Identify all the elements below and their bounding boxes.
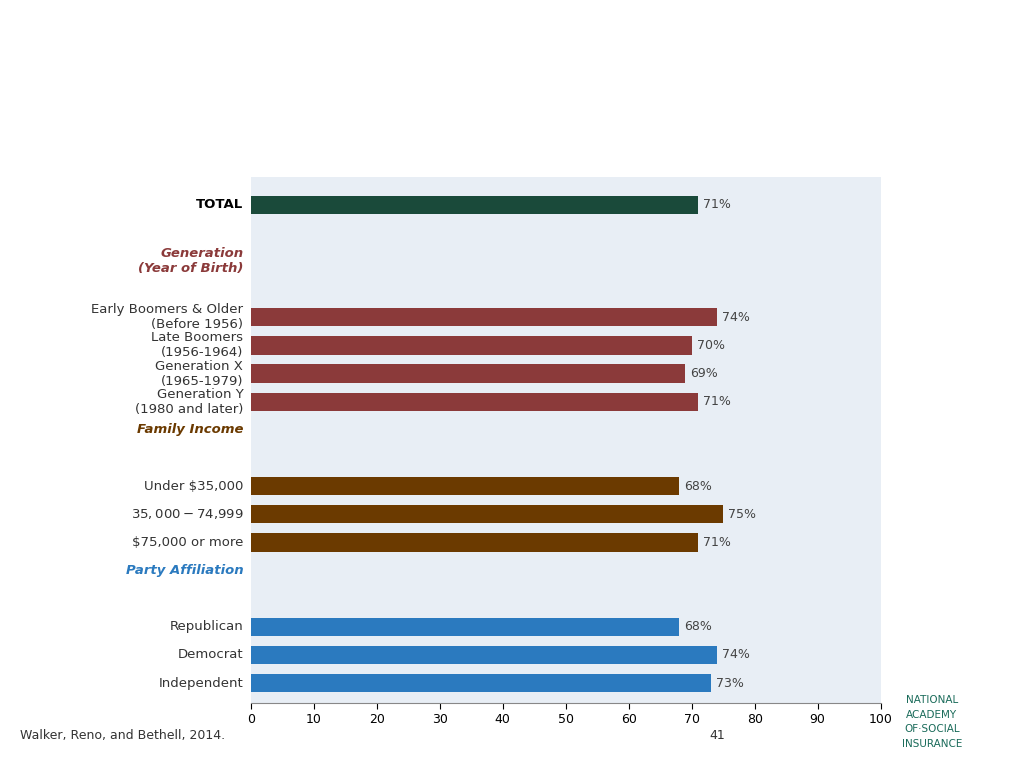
Text: 70%: 70% <box>696 339 725 352</box>
Text: Demographic Support for Package of Policy: Demographic Support for Package of Polic… <box>53 44 971 81</box>
Text: Walker, Reno, and Bethell, 2014.: Walker, Reno, and Bethell, 2014. <box>20 729 225 742</box>
Bar <box>251 336 692 355</box>
Text: 41: 41 <box>709 729 725 742</box>
Text: Generation
(Year of Birth): Generation (Year of Birth) <box>138 247 244 275</box>
Text: 71%: 71% <box>703 198 731 211</box>
Text: TOTAL: TOTAL <box>197 198 244 211</box>
Text: 73%: 73% <box>716 677 743 690</box>
Bar <box>251 646 717 664</box>
Text: Options Preferred by 71% of Americans: Options Preferred by 71% of Americans <box>97 105 927 143</box>
Text: 75%: 75% <box>728 508 757 521</box>
Text: Independent: Independent <box>159 677 244 690</box>
Text: $75,000 or more: $75,000 or more <box>132 536 244 549</box>
Text: 68%: 68% <box>684 621 712 634</box>
Text: Generation X
(1965-1979): Generation X (1965-1979) <box>156 359 244 388</box>
Text: Democrat: Democrat <box>178 648 244 661</box>
Text: 69%: 69% <box>690 367 718 380</box>
Bar <box>251 533 698 551</box>
Text: 74%: 74% <box>722 311 750 324</box>
Bar <box>251 505 723 523</box>
Text: $35,000-$74,999: $35,000-$74,999 <box>131 507 244 521</box>
Text: 74%: 74% <box>722 648 750 661</box>
Bar <box>251 674 711 692</box>
Text: Generation Y
(1980 and later): Generation Y (1980 and later) <box>135 388 244 415</box>
Bar <box>251 308 717 326</box>
Text: Republican: Republican <box>170 621 244 634</box>
Text: Family Income: Family Income <box>137 423 244 436</box>
Text: Late Boomers
(1956-1964): Late Boomers (1956-1964) <box>152 332 244 359</box>
Bar <box>251 365 685 382</box>
Text: 71%: 71% <box>703 536 731 549</box>
Text: 71%: 71% <box>703 396 731 409</box>
Text: Party Affiliation: Party Affiliation <box>126 564 244 577</box>
Bar <box>251 477 679 495</box>
Bar <box>251 196 698 214</box>
Text: Early Boomers & Older
(Before 1956): Early Boomers & Older (Before 1956) <box>91 303 244 331</box>
Bar <box>251 617 679 636</box>
Text: NATIONAL
ACADEMY
OF·SOCIAL
INSURANCE: NATIONAL ACADEMY OF·SOCIAL INSURANCE <box>902 695 962 749</box>
Text: Under $35,000: Under $35,000 <box>144 479 244 492</box>
Text: 68%: 68% <box>684 479 712 492</box>
Bar <box>251 392 698 411</box>
